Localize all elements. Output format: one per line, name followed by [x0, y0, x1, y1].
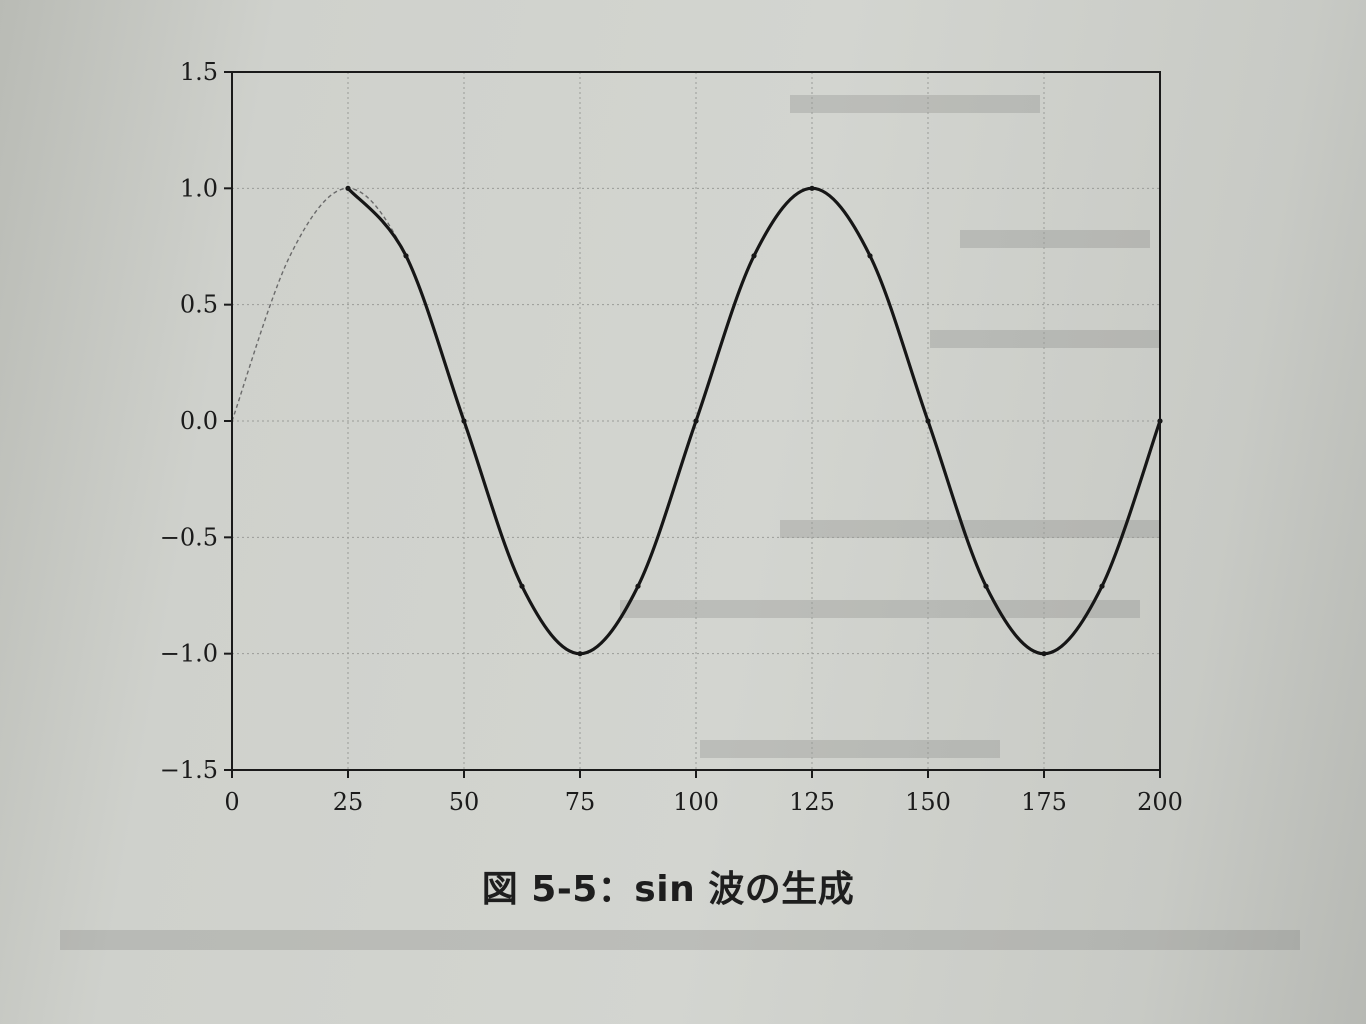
series-point [867, 253, 873, 259]
x-tick-label: 175 [1021, 788, 1067, 816]
series-point [1041, 651, 1047, 657]
y-tick-label: 1.5 [180, 58, 218, 86]
y-tick-label: −1.0 [160, 640, 218, 668]
series-layer [231, 185, 1163, 657]
series-point [461, 418, 467, 424]
series-point [751, 253, 757, 259]
series-point [1099, 583, 1105, 589]
x-tick-label: 100 [673, 788, 719, 816]
x-tick-label: 125 [789, 788, 835, 816]
x-tick-label: 25 [333, 788, 364, 816]
x-tick-label: 75 [565, 788, 596, 816]
series-point [983, 583, 989, 589]
series-point [345, 185, 351, 191]
x-tick-label: 200 [1137, 788, 1183, 816]
y-tick-label: 0.5 [180, 291, 218, 319]
series-point [809, 185, 815, 191]
x-tick-label: 0 [224, 788, 239, 816]
series-point [519, 583, 525, 589]
series-point [693, 418, 699, 424]
series-point [403, 253, 409, 259]
y-tick-label: −0.5 [160, 523, 218, 551]
series-point [577, 651, 583, 657]
series-point [635, 583, 641, 589]
y-tick-label: 1.0 [180, 174, 218, 202]
y-tick-label: 0.0 [180, 407, 218, 435]
axis-ticks: 0 25 50 75 100 125 150 175 200 1.5 1.0 0.5 0.0 −0.5 −1… [160, 58, 1183, 816]
y-tick-label: −1.5 [160, 756, 218, 784]
figure-caption: 図 5-5：sin 波の生成 [481, 869, 855, 910]
series-point [925, 418, 931, 424]
x-tick-label: 50 [449, 788, 480, 816]
series-line-solid [346, 186, 1162, 656]
x-tick-label: 150 [905, 788, 951, 816]
